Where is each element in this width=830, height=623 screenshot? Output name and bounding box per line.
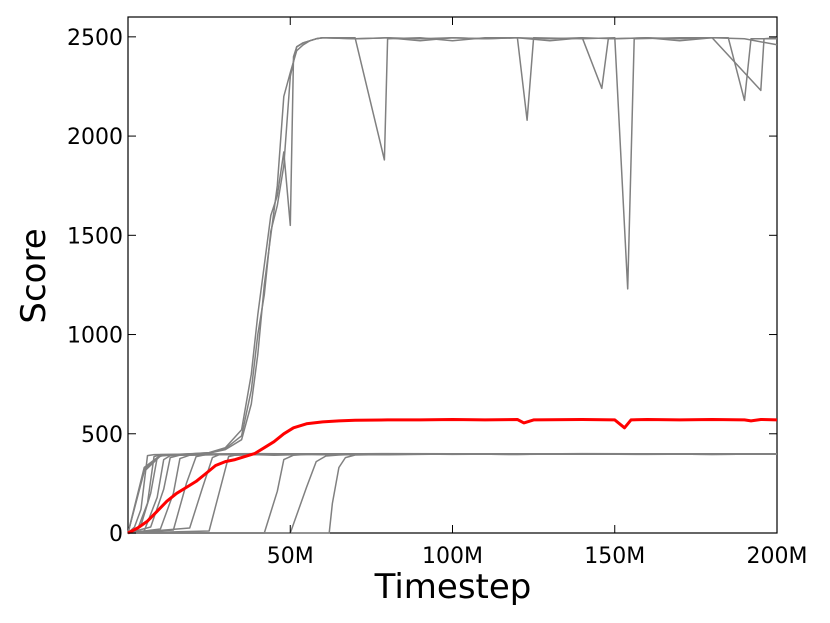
x-tick-label: 150M [584, 544, 645, 569]
series-line-mean [127, 418, 778, 535]
x-tick-label: 100M [422, 544, 483, 569]
x-axis-title: Timestep [374, 567, 532, 607]
y-tick-label: 1500 [67, 224, 123, 249]
plot-area [127, 16, 778, 535]
y-tick-label: 2500 [67, 26, 123, 51]
series-line-run-12 [128, 453, 778, 534]
x-tick-label: 200M [747, 544, 808, 569]
y-axis-title: Score [14, 228, 54, 323]
y-tick-label: 1000 [67, 324, 123, 349]
x-tick-label: 50M [267, 544, 314, 569]
series-line-run-15 [127, 37, 778, 534]
series-layer [127, 37, 778, 535]
y-tick-label: 500 [81, 423, 123, 448]
y-tick-label: 2000 [67, 125, 123, 150]
y-tick-label: 0 [109, 522, 123, 547]
y-axis: 0 500 1000 1500 2000 2500 [67, 26, 777, 547]
plot-frame [127, 16, 778, 534]
x-axis: 50M 100M 150M 200M [267, 17, 808, 569]
